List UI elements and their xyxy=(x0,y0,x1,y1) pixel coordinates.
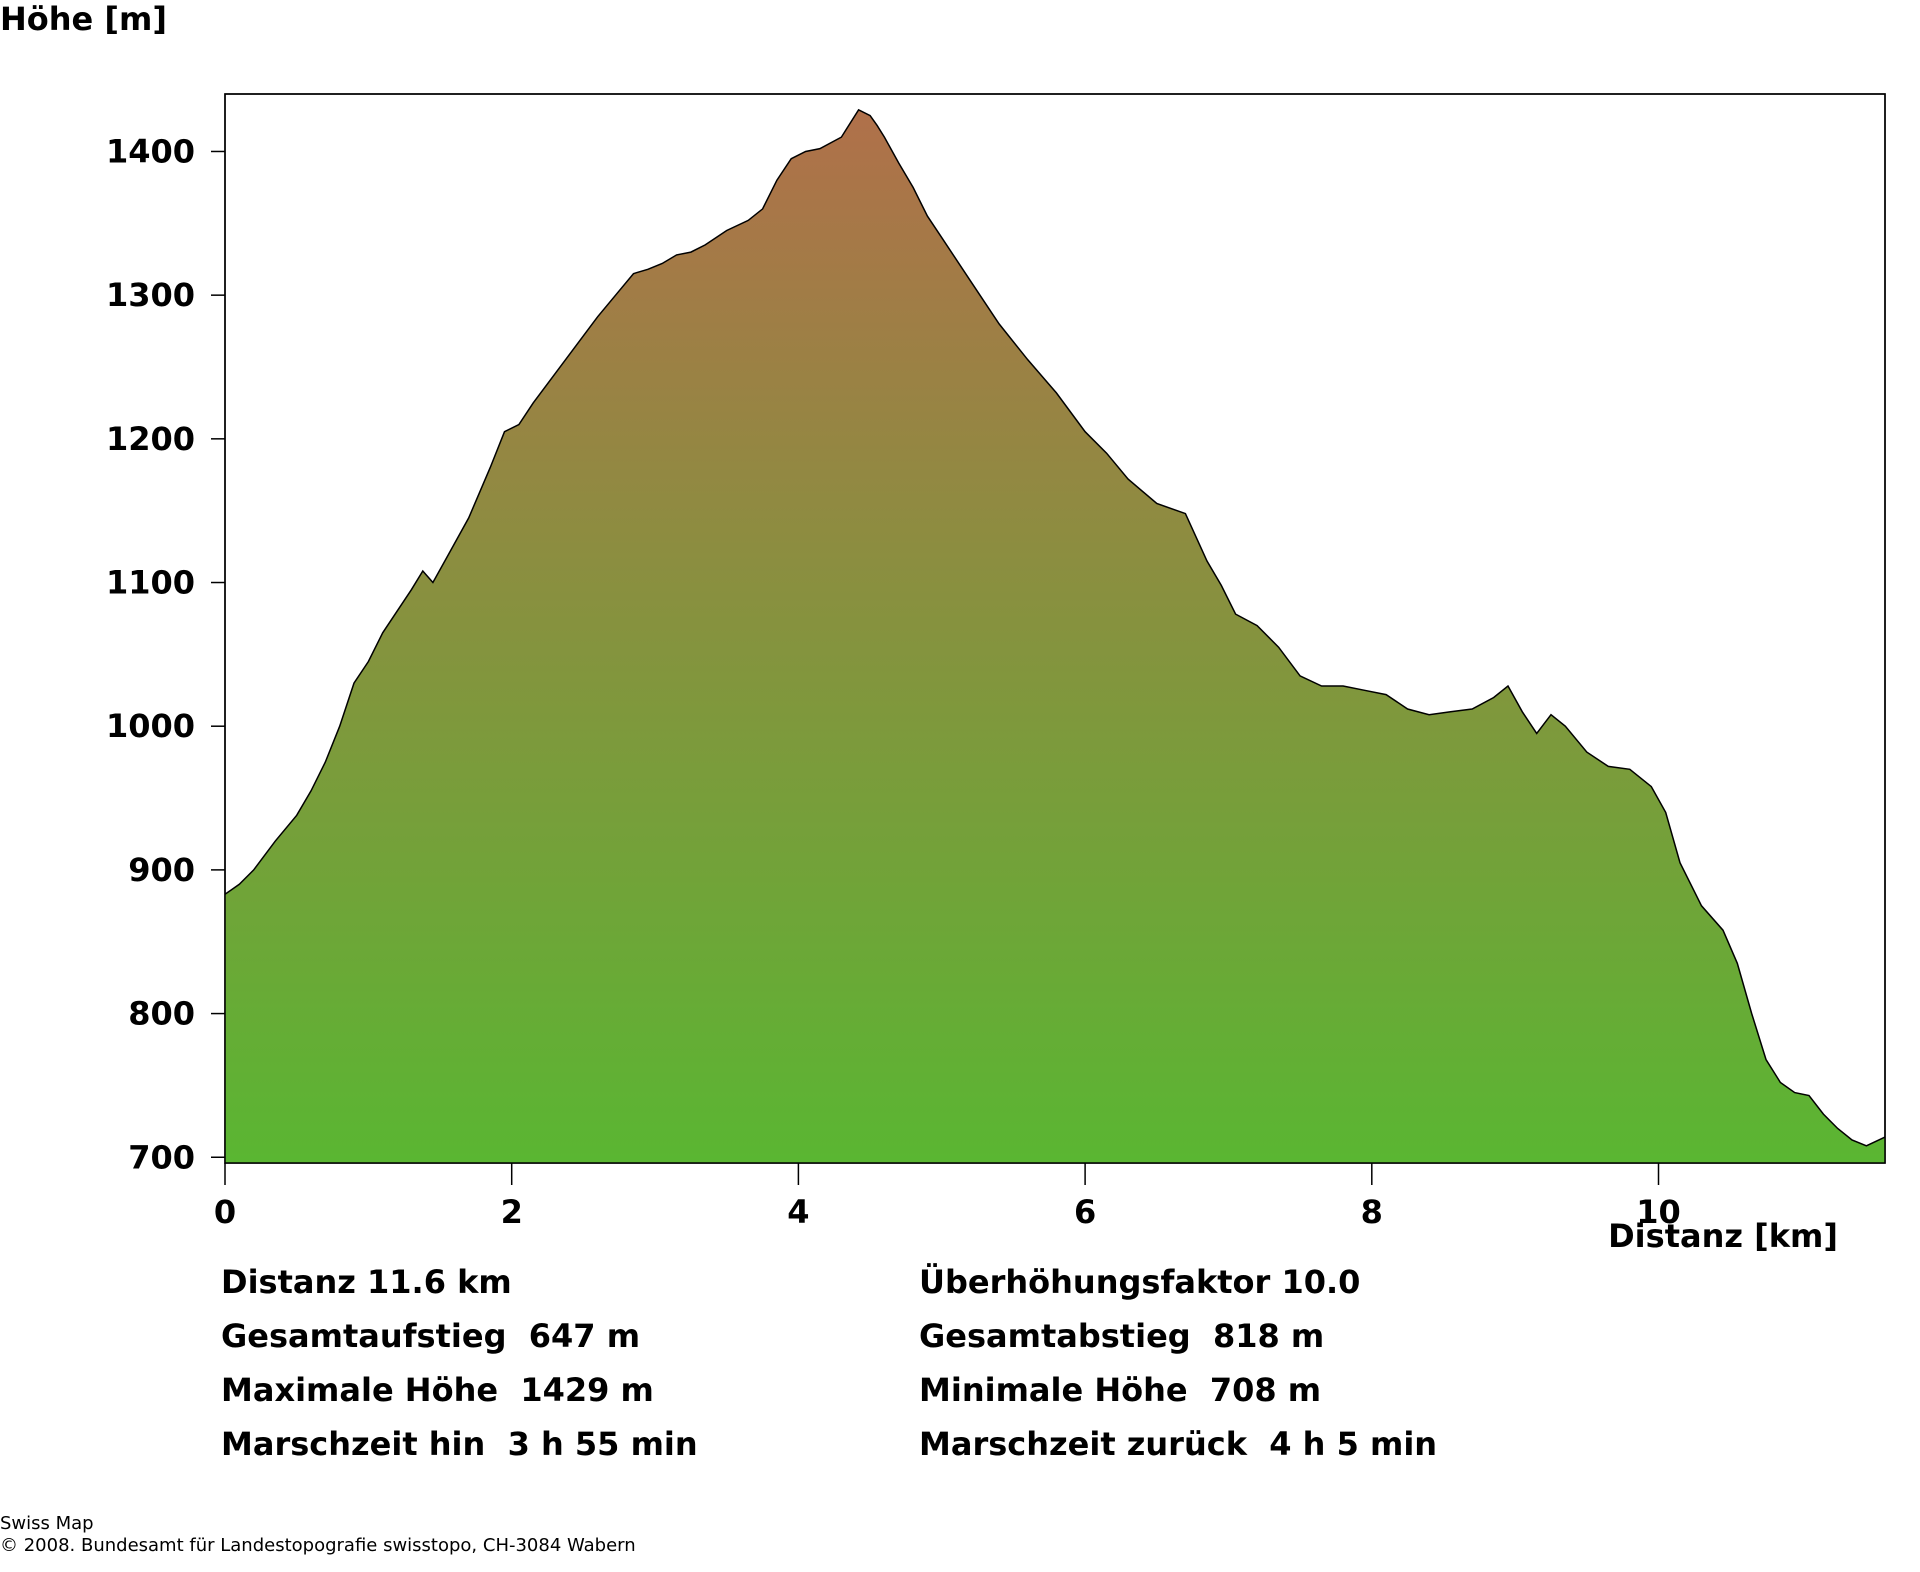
x-tick-label: 6 xyxy=(1074,1193,1096,1231)
stat-distance: Distanz 11.6 km xyxy=(221,1263,512,1301)
x-axis-ticks: 0 2 4 6 8 10 xyxy=(214,1163,1681,1231)
y-axis-ticks: 700 800 900 1000 1100 1200 1300 1400 xyxy=(106,132,225,1176)
copyright-credits: Swiss Map © 2008. Bundesamt für Landesto… xyxy=(0,1513,636,1557)
plot-frame-border xyxy=(224,93,1886,1164)
stat-max-elevation: Maximale Höhe 1429 m xyxy=(221,1371,654,1409)
y-axis-label: Höhe [m] xyxy=(0,0,167,38)
x-tick-label: 2 xyxy=(501,1193,523,1231)
x-tick-label: 10 xyxy=(1636,1193,1681,1231)
y-tick-label: 1400 xyxy=(106,132,195,170)
stat-total-ascent: Gesamtaufstieg 647 m xyxy=(221,1317,641,1355)
y-tick-label: 1100 xyxy=(106,564,195,602)
stat-walk-time-back: Marschzeit zurück 4 h 5 min xyxy=(919,1425,1438,1463)
stat-exaggeration-factor: Überhöhungsfaktor 10.0 xyxy=(919,1263,1361,1301)
y-tick-label: 1000 xyxy=(106,707,195,745)
x-tick-label: 4 xyxy=(787,1193,809,1231)
y-tick-label: 1300 xyxy=(106,276,195,314)
elevation-area xyxy=(225,109,1885,1163)
y-tick-label: 800 xyxy=(128,995,195,1033)
y-tick-label: 1200 xyxy=(106,420,195,458)
stat-total-descent: Gesamtabstieg 818 m xyxy=(919,1317,1325,1355)
stats-right: Überhöhungsfaktor 10.0 Gesamtabstieg 818… xyxy=(919,1255,1437,1471)
stat-walk-time-out: Marschzeit hin 3 h 55 min xyxy=(221,1425,698,1463)
credits-copyright: © 2008. Bundesamt für Landestopografie s… xyxy=(0,1535,636,1556)
y-tick-label: 700 xyxy=(128,1138,195,1176)
elevation-line xyxy=(224,108,1886,1147)
y-tick-label: 900 xyxy=(128,851,195,889)
x-tick-label: 0 xyxy=(214,1193,236,1231)
x-axis-label: Distanz [km] xyxy=(1608,1217,1838,1255)
stat-min-elevation: Minimale Höhe 708 m xyxy=(919,1371,1322,1409)
x-tick-label: 8 xyxy=(1361,1193,1383,1231)
credits-source: Swiss Map xyxy=(0,1513,94,1534)
stats-left: Distanz 11.6 km Gesamtaufstieg 647 m Max… xyxy=(221,1255,698,1471)
